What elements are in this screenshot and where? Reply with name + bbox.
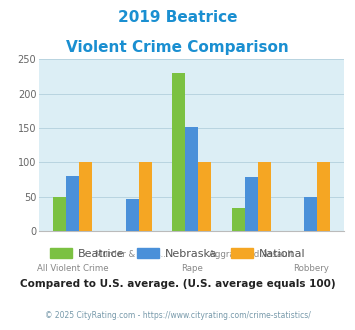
Bar (172, 73, 185, 231)
Bar (258, 162, 271, 231)
Text: Compared to U.S. average. (U.S. average equals 100): Compared to U.S. average. (U.S. average … (20, 279, 335, 289)
Bar (231, 208, 245, 231)
Text: Robbery: Robbery (293, 264, 329, 273)
Text: Violent Crime Comparison: Violent Crime Comparison (66, 40, 289, 54)
Text: 2019 Beatrice: 2019 Beatrice (118, 10, 237, 25)
Text: Rape: Rape (181, 264, 203, 273)
Bar (66, 176, 79, 231)
Text: Aggravated Assault: Aggravated Assault (209, 250, 294, 259)
Bar (79, 162, 92, 231)
Bar (139, 162, 152, 231)
Bar (126, 199, 139, 231)
Text: © 2025 CityRating.com - https://www.cityrating.com/crime-statistics/: © 2025 CityRating.com - https://www.city… (45, 311, 310, 320)
Legend: Beatrice, Nebraska, National: Beatrice, Nebraska, National (45, 243, 310, 263)
Bar (53, 197, 66, 231)
Text: Murder & Mans...: Murder & Mans... (95, 250, 169, 259)
Bar (198, 162, 211, 231)
Bar (317, 162, 331, 231)
Text: All Violent Crime: All Violent Crime (37, 264, 108, 273)
Bar (185, 127, 198, 231)
Bar (304, 197, 317, 231)
Bar (245, 178, 258, 231)
